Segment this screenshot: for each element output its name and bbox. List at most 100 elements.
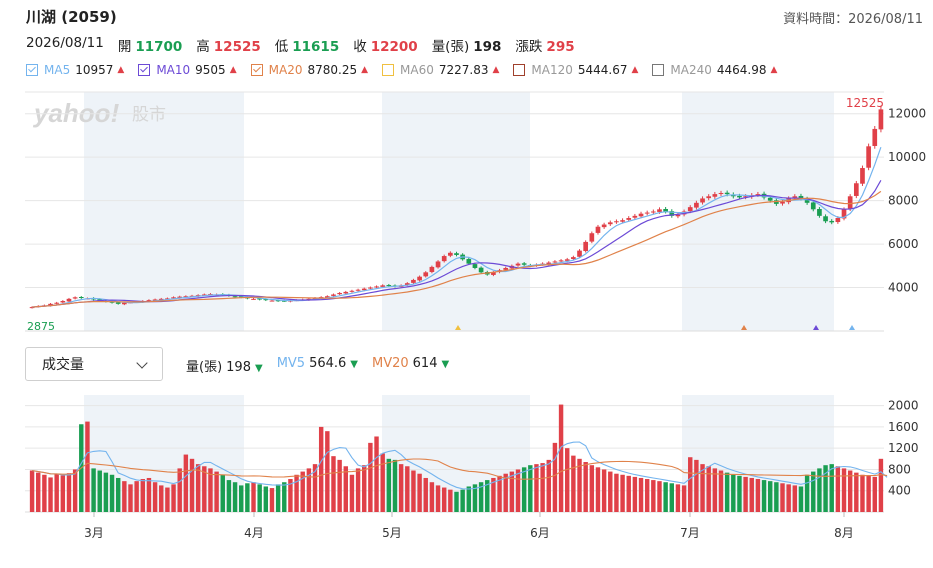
volume-bar <box>854 472 859 512</box>
volume-bar <box>718 470 724 512</box>
candle-body <box>269 300 275 302</box>
volume-bar <box>202 466 207 512</box>
price-band <box>84 92 244 331</box>
volume-bar <box>866 475 871 512</box>
volume-bar <box>860 474 865 512</box>
ma-legend-ma120[interactable]: MA120 5444.67 ▲ <box>513 63 638 77</box>
volume-bar <box>491 477 496 512</box>
quote-volume: 量(張) 198 <box>431 39 502 55</box>
mv5-line <box>32 441 888 490</box>
candle-body <box>183 296 189 298</box>
volume-bar <box>798 486 804 512</box>
candle-body <box>275 300 281 302</box>
candle-body <box>54 302 60 304</box>
ma-name: MA5 <box>44 63 71 77</box>
volume-bar <box>189 458 195 512</box>
volume-bar <box>644 479 650 512</box>
up-triangle-icon: ▲ <box>770 65 778 75</box>
volume-select-label: 成交量 <box>42 357 84 373</box>
volume-bar <box>614 473 619 512</box>
candle-body <box>620 220 625 222</box>
volume-legend-mv20: MV20 614 ▼ <box>372 356 450 371</box>
volume-bar <box>386 458 392 512</box>
volume-bar <box>804 474 810 512</box>
checkbox-icon[interactable] <box>382 64 395 76</box>
checkbox-icon[interactable] <box>250 64 263 76</box>
ma-legend-ma5[interactable]: MA5 10957 ▲ <box>26 63 124 77</box>
volume-indicator-select[interactable]: 成交量 <box>25 347 163 381</box>
candle-body <box>122 302 127 305</box>
volume-bar <box>786 484 791 512</box>
down-triangle-icon: ▼ <box>441 359 450 370</box>
volume-bar <box>823 465 828 512</box>
volume-bar <box>577 458 582 512</box>
candle-body <box>466 258 472 264</box>
candle-body <box>853 183 859 196</box>
candle-body <box>571 257 576 259</box>
volume-bar <box>669 483 675 512</box>
volume-bar <box>134 481 139 512</box>
volume-bar <box>515 469 521 512</box>
ma20-line <box>32 190 882 308</box>
volume-bar <box>589 465 595 512</box>
checkbox-icon[interactable] <box>138 64 151 76</box>
candle-body <box>650 211 656 213</box>
candle-body <box>706 196 712 199</box>
ma5-line <box>32 147 882 308</box>
volume-legend-vol: 量(張) 198 ▼ <box>186 360 263 375</box>
volume-bar <box>435 485 441 512</box>
candle-body <box>644 212 650 214</box>
volume-bar <box>165 487 170 512</box>
checkbox-icon[interactable] <box>26 64 38 76</box>
month-label: 5月 <box>382 526 402 540</box>
volume-bar <box>362 465 367 512</box>
candle-body <box>577 250 582 257</box>
price-tick-label: 12000 <box>888 107 926 121</box>
volume-bar <box>48 477 53 512</box>
checkbox-icon[interactable] <box>652 64 665 76</box>
month-label: 4月 <box>244 526 264 540</box>
price-tick-label: 6000 <box>888 237 919 251</box>
volume-bar <box>85 421 90 512</box>
ma-legend-ma20[interactable]: MA20 8780.25 ▲ <box>250 63 369 77</box>
volume-tick-label: 400 <box>888 484 911 498</box>
volume-bar <box>829 464 834 512</box>
candle-body <box>66 298 72 302</box>
candle-body <box>78 296 84 298</box>
volume-bar <box>626 475 631 512</box>
ma-legend-ma10[interactable]: MA10 9505 ▲ <box>138 63 237 77</box>
checkbox-icon[interactable] <box>513 64 526 76</box>
volume-bar <box>331 456 336 512</box>
volume-bar <box>583 462 588 512</box>
volume-bar <box>42 474 47 512</box>
candle-body <box>558 260 564 262</box>
candle-body <box>29 307 35 309</box>
candle-body <box>804 198 810 203</box>
candle-body <box>503 267 509 270</box>
ma-legend-ma60[interactable]: MA60 7227.83 ▲ <box>382 63 499 77</box>
ma-name: MA240 <box>670 63 712 77</box>
up-triangle-icon: ▲ <box>229 65 237 75</box>
volume-bar <box>503 473 508 512</box>
volume-bar <box>780 483 785 512</box>
candle-body <box>306 298 312 300</box>
ma-name: MA120 <box>531 63 573 77</box>
volume-bar <box>817 468 822 512</box>
volume-bar <box>140 479 146 512</box>
ma-legend-ma240[interactable]: MA240 4464.98 ▲ <box>652 63 777 77</box>
watermark-sub: 股市 <box>132 105 166 125</box>
volume-bar <box>835 466 841 512</box>
candle-body <box>810 202 816 210</box>
watermark-logo: yahoo! <box>32 98 120 128</box>
candle-body <box>201 294 207 296</box>
event-marker-icon <box>813 325 819 330</box>
volume-bar <box>306 468 312 512</box>
up-triangle-icon: ▲ <box>361 65 369 75</box>
volume-bar <box>318 426 324 512</box>
stock-title: 川湖 (2059) <box>26 8 117 26</box>
volume-bar <box>128 484 133 512</box>
ma-legend: MA5 10957 ▲ MA10 9505 ▲ MA20 8780.25 ▲ MA60 7227.8… <box>26 63 791 77</box>
candle-body <box>767 197 773 201</box>
volume-bar <box>712 468 718 512</box>
volume-bar <box>731 474 736 512</box>
